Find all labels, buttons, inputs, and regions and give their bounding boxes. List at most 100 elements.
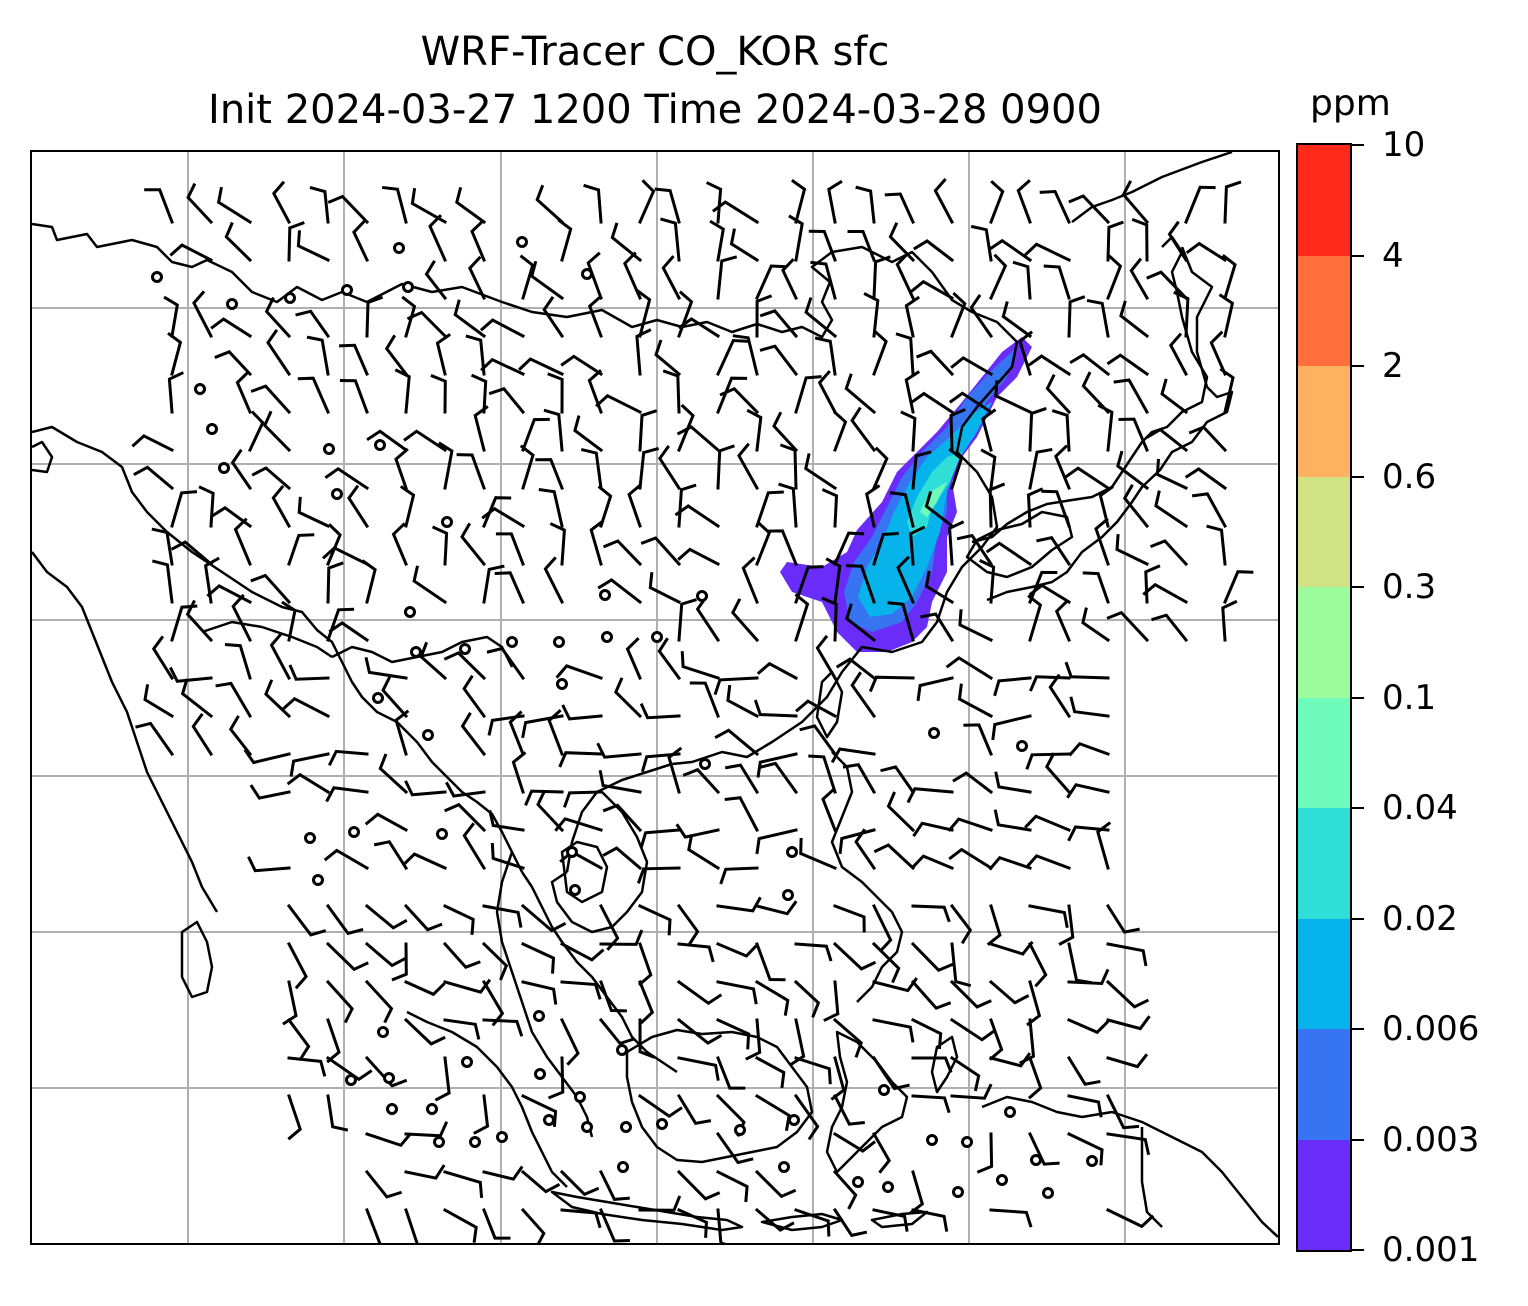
- wind-barb: [719, 387, 760, 415]
- wind-barb: [598, 769, 642, 794]
- wind-barb: [381, 675, 409, 719]
- wind-barb: [214, 350, 253, 377]
- wind-barb: [1068, 741, 1110, 757]
- wind-barb: [1069, 352, 1111, 377]
- wind-barb: [906, 787, 954, 804]
- wind-barb: [1184, 467, 1228, 491]
- wind-barb: [288, 664, 330, 681]
- colorbar-tick-label: 0.6: [1382, 456, 1437, 497]
- wind-barb: [468, 255, 486, 300]
- wind-barb: [599, 929, 644, 946]
- wind-barb: [756, 661, 799, 681]
- wind-barb: [766, 529, 798, 566]
- wind-barb: [192, 290, 214, 339]
- wind-barb: [715, 1169, 749, 1203]
- wind-barb: [713, 676, 759, 696]
- calm-marker: [852, 1176, 864, 1188]
- wind-barb: [520, 903, 567, 933]
- wind-barbs: [131, 177, 1254, 1243]
- wind-barb: [1012, 260, 1032, 300]
- calm-marker: [534, 1068, 546, 1080]
- colorbar-tick: [1352, 1028, 1364, 1030]
- wind-barb: [759, 344, 799, 377]
- wind-barb: [1119, 300, 1150, 339]
- calm-marker: [651, 631, 663, 643]
- wind-barb: [865, 484, 881, 528]
- wind-barb: [543, 408, 564, 452]
- wind-barb: [868, 675, 915, 693]
- calm-marker: [617, 1161, 629, 1173]
- wind-barb: [508, 710, 525, 756]
- wind-barb: [587, 294, 603, 338]
- wind-barb: [230, 448, 253, 491]
- wind-barb: [1097, 403, 1114, 452]
- wind-barb: [677, 290, 694, 338]
- calm-marker: [331, 488, 343, 500]
- calm-marker: [656, 1118, 668, 1130]
- calm-marker: [426, 1103, 438, 1115]
- wind-barb: [186, 182, 214, 225]
- wind-barb: [1219, 367, 1235, 414]
- wind-barb: [950, 942, 972, 988]
- wind-barb: [180, 678, 214, 719]
- wind-barb: [916, 676, 954, 702]
- wind-barb: [404, 1121, 449, 1138]
- wind-barb: [555, 664, 603, 680]
- wind-barb: [1106, 942, 1148, 967]
- calm-marker: [345, 1074, 357, 1086]
- wind-barb: [912, 821, 954, 837]
- wind-barb: [810, 260, 837, 300]
- wind-barb: [949, 1055, 981, 1092]
- wind-barb: [364, 1055, 408, 1088]
- wind-barb: [185, 599, 214, 643]
- colorbar-tick-label: 4: [1382, 235, 1404, 276]
- wind-barb: [1221, 599, 1238, 642]
- wind-barb: [228, 715, 253, 757]
- wind-barb: [547, 1056, 565, 1100]
- wind-barb: [716, 338, 749, 376]
- wind-barb: [638, 179, 656, 224]
- calm-marker: [1004, 1106, 1016, 1118]
- wind-barb: [872, 1208, 909, 1232]
- colorbar-tick-label: 0.003: [1382, 1119, 1480, 1160]
- wind-barb: [1223, 570, 1254, 604]
- wind-barb: [872, 531, 899, 566]
- wind-barb: [745, 1018, 762, 1061]
- wind-barb: [521, 714, 564, 739]
- wind-barb: [443, 904, 475, 936]
- wind-barb: [687, 834, 721, 871]
- wind-barb: [737, 442, 760, 491]
- colorbar-tick: [1352, 586, 1364, 588]
- wind-barb: [755, 942, 786, 982]
- wind-barb: [558, 751, 603, 768]
- wind-barb: [538, 488, 564, 528]
- wind-barb: [325, 1055, 373, 1082]
- wind-barb: [547, 372, 564, 414]
- calm-marker: [433, 1136, 445, 1148]
- wind-barb: [535, 184, 565, 225]
- wind-barb: [741, 556, 759, 604]
- wind-barb: [203, 556, 220, 604]
- calm-marker: [459, 643, 471, 655]
- wind-barb: [640, 536, 682, 567]
- wind-barb: [657, 637, 682, 681]
- calm-marker: [341, 284, 353, 296]
- wind-barb: [825, 557, 842, 604]
- wind-barb: [364, 979, 394, 1024]
- wind-barb: [391, 522, 408, 566]
- wind-barb: [1105, 903, 1140, 934]
- wind-barb: [251, 466, 292, 491]
- wind-barb: [779, 443, 798, 490]
- wind-barb: [648, 572, 682, 605]
- wind-barb: [1068, 194, 1111, 225]
- wind-barb: [339, 343, 369, 376]
- calm-marker: [348, 826, 360, 838]
- wind-barb: [756, 752, 798, 778]
- wind-barb: [443, 1018, 481, 1040]
- colorbar-segment: [1298, 587, 1350, 698]
- wind-barb: [554, 817, 603, 832]
- wind-barb: [1096, 821, 1112, 870]
- wind-barb: [610, 222, 643, 263]
- wind-barb: [547, 708, 564, 756]
- wind-barb: [1028, 354, 1072, 377]
